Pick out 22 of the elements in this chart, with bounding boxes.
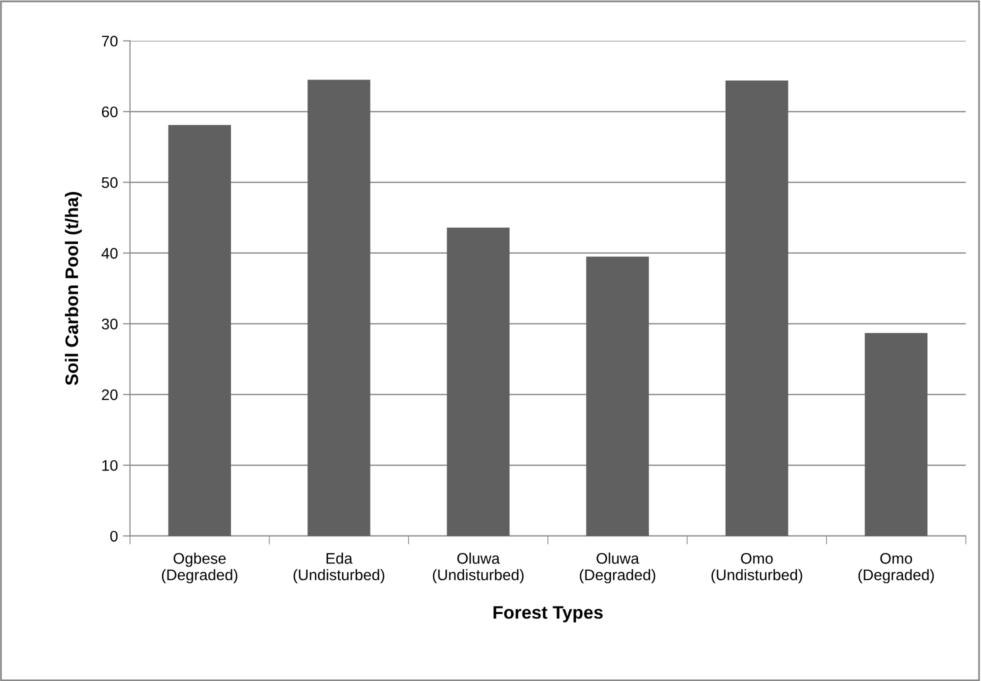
x-tick-label: Oluwa (Undisturbed) (432, 552, 524, 584)
bar (586, 256, 649, 536)
y-axis-title: Soil Carbon Pool (t/ha) (64, 192, 82, 386)
bar (308, 80, 370, 536)
y-tick-label: 30 (102, 318, 118, 330)
x-tick-label: Ogbese (Degraded) (162, 552, 238, 584)
bar (446, 228, 510, 536)
x-tick-label: Omo (Undisturbed) (712, 553, 802, 584)
y-tick-label: 20 (102, 389, 118, 400)
y-tick-label: 40 (102, 248, 118, 259)
y-tick-label: 60 (102, 106, 118, 118)
y-tick-label: 10 (102, 460, 118, 471)
y-tick-label: 50 (102, 177, 118, 188)
bar (726, 80, 788, 536)
bar (168, 125, 231, 536)
bar (864, 332, 928, 536)
x-tick-label: Eda (Undisturbed) (294, 552, 384, 584)
y-tick-label: 0 (110, 530, 118, 542)
x-tick-label: Omo (Degraded) (858, 553, 934, 584)
y-tick-label: 70 (102, 36, 118, 47)
x-tick-label: Oluwa (Degraded) (580, 552, 656, 584)
x-axis-title: Forest Types (494, 606, 603, 622)
